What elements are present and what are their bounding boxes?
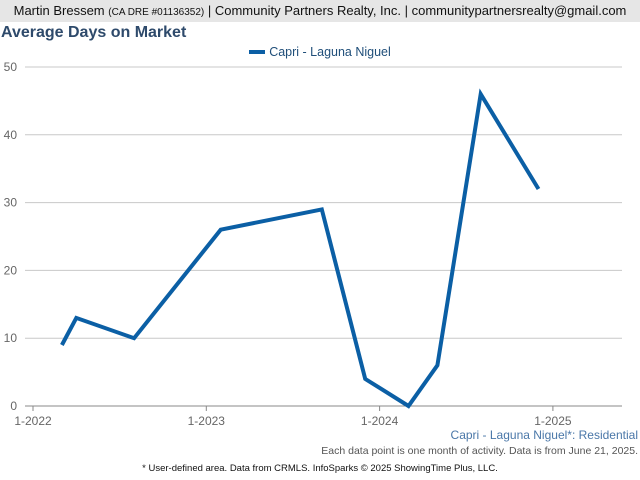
y-tick-label: 30 — [4, 196, 18, 210]
y-tick-label: 10 — [4, 331, 18, 345]
y-tick-label: 20 — [4, 263, 18, 277]
data-point — [60, 343, 64, 347]
data-point — [320, 207, 324, 211]
data-point — [219, 228, 223, 232]
agent-name: Martin Bressem — [13, 3, 105, 18]
data-footnote: Each data point is one month of activity… — [321, 445, 638, 457]
x-tick-label: 1-2025 — [534, 414, 572, 428]
chart-title: Average Days on Market — [1, 24, 187, 41]
y-tick-label: 50 — [4, 60, 18, 74]
series-footnote: Capri - Laguna Niguel*: Residential — [450, 428, 638, 442]
legend-swatch — [249, 49, 266, 54]
y-tick-label: 0 — [10, 399, 17, 413]
header-bar — [0, 0, 640, 22]
data-point — [435, 363, 439, 367]
x-tick-label: 1-2023 — [188, 414, 226, 428]
series-layer — [60, 88, 541, 409]
y-tick-label: 40 — [4, 128, 18, 142]
data-point — [132, 336, 136, 340]
x-tick-label: 1-2024 — [361, 414, 399, 428]
x-axis: 1-2022 1-2023 1-2024 1-2025 — [14, 406, 572, 428]
data-point — [74, 316, 78, 320]
data-point — [363, 377, 367, 381]
chart-legend[interactable]: Capri - Laguna Niguel — [0, 45, 640, 59]
data-point — [406, 404, 410, 408]
legend-label: Capri - Laguna Niguel — [269, 45, 391, 59]
series-line — [60, 88, 541, 409]
y-axis: 0 10 20 30 40 50 — [4, 60, 18, 413]
data-point — [536, 187, 540, 191]
agent-license: (CA DRE #01136352) — [108, 7, 205, 18]
agent-info: Martin Bressem (CA DRE #01136352) | Comm… — [0, 0, 640, 24]
source-footnote: * User-defined area. Data from CRMLS. In… — [142, 463, 498, 474]
x-tick-label: 1-2022 — [14, 414, 52, 428]
grid-lines — [25, 66, 622, 407]
data-point — [479, 92, 483, 96]
agent-company: | Community Partners Realty, Inc. | comm… — [207, 3, 627, 18]
